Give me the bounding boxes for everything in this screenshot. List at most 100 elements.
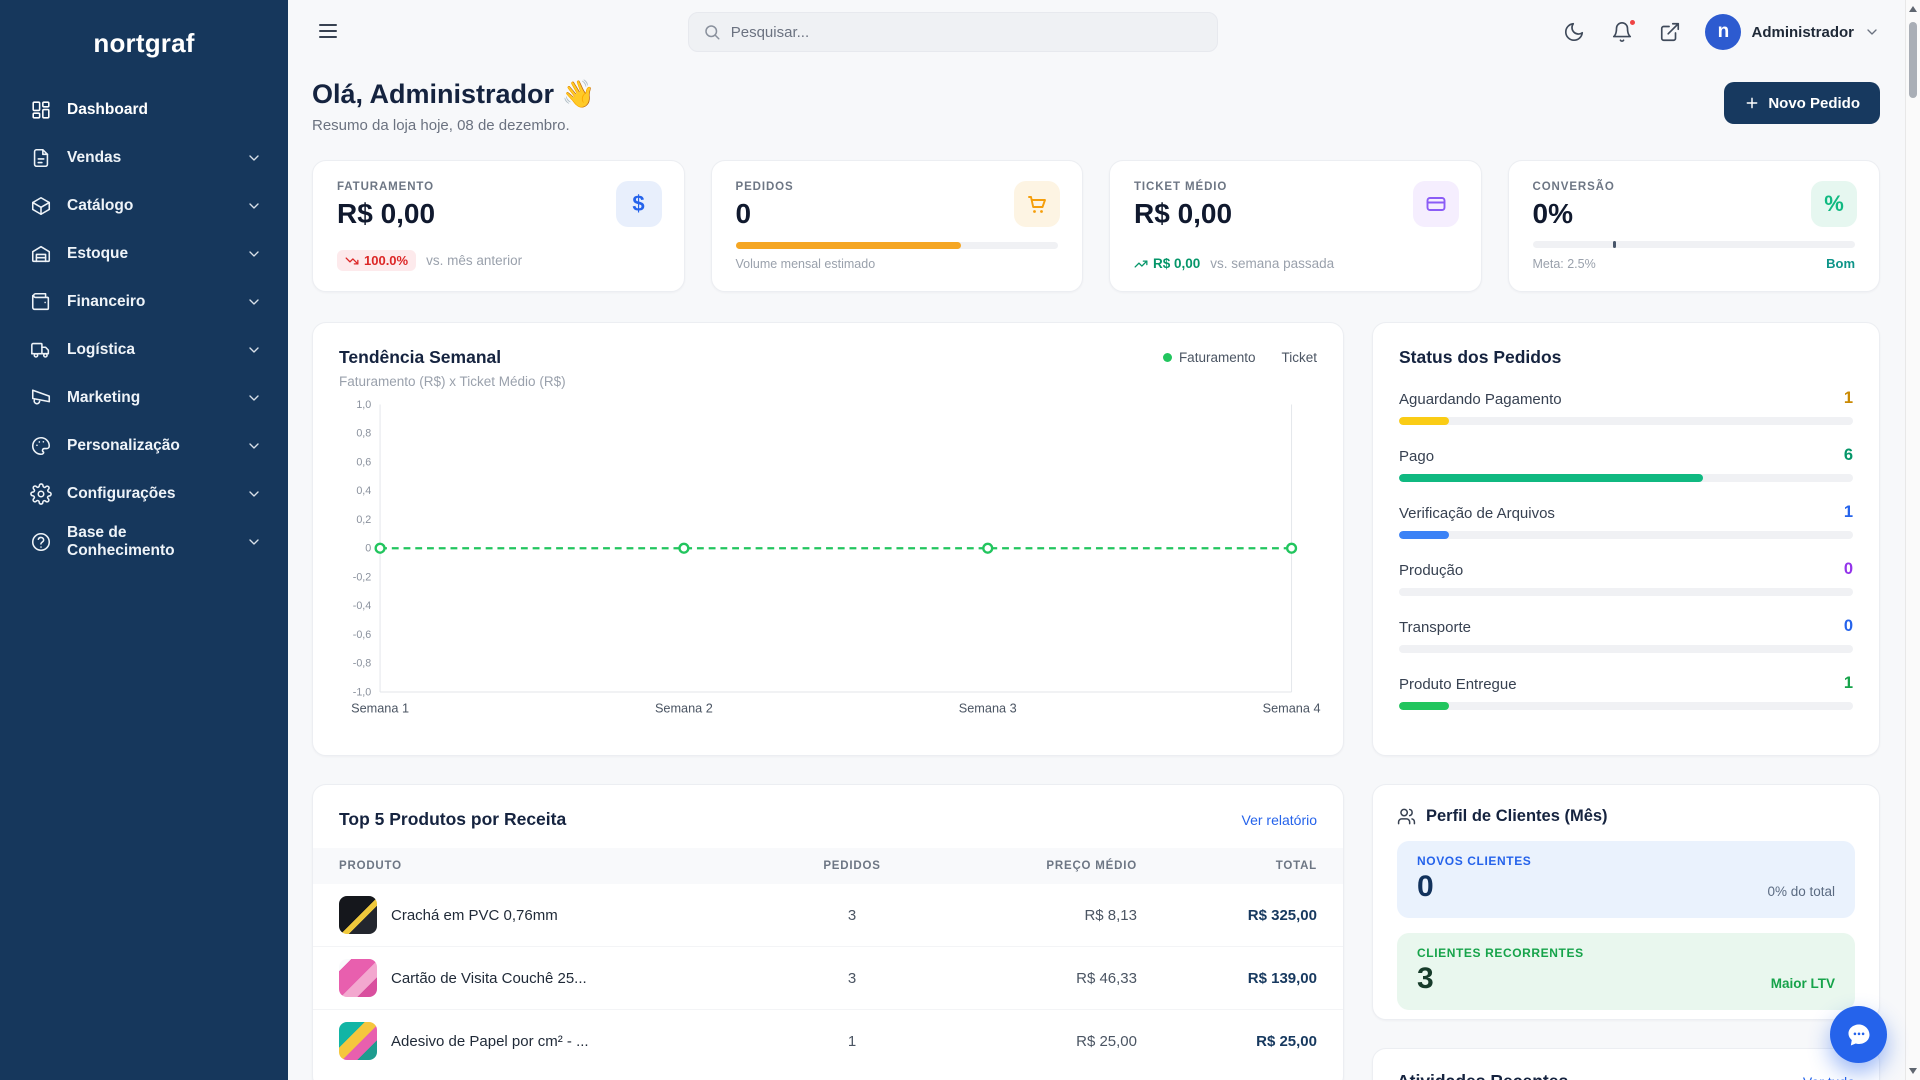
megaphone-icon (30, 387, 52, 409)
plus-icon (1744, 95, 1760, 111)
view-report-link[interactable]: Ver relatório (1242, 812, 1317, 828)
credit-card-icon (1413, 181, 1459, 227)
product-total: R$ 325,00 (1137, 907, 1317, 924)
user-menu[interactable]: n Administrador (1705, 14, 1880, 50)
sidebar-item-financeiro[interactable]: Financeiro (0, 278, 288, 326)
product-thumbnail (339, 959, 377, 997)
order-status-title: Status dos Pedidos (1399, 347, 1853, 368)
dollar-icon: $ (616, 181, 662, 227)
status-rows: Aguardando Pagamento 1 Pago 6 Verificaçã… (1399, 389, 1853, 710)
table-row[interactable]: Adesivo de Papel por cm² - ... 1 R$ 25,0… (313, 1010, 1343, 1072)
status-row: Produção 0 (1399, 560, 1853, 596)
legend-dot (1163, 353, 1172, 362)
document-icon (30, 147, 52, 169)
chart-legend: Faturamento Ticket (1163, 347, 1317, 365)
svg-text:0: 0 (365, 543, 371, 555)
sidebar-item-dashboard[interactable]: Dashboard (0, 86, 288, 134)
search-wrap (362, 12, 1543, 52)
search-input[interactable] (731, 24, 1203, 41)
chat-button[interactable] (1830, 1006, 1887, 1063)
product-thumbnail (339, 1022, 377, 1060)
product-rows: Crachá em PVC 0,76mm 3 R$ 8,13 R$ 325,00… (313, 884, 1343, 1072)
product-thumbnail (339, 896, 377, 934)
chevron-down-icon (246, 438, 262, 454)
scrollbar-thumb[interactable] (1909, 22, 1917, 98)
sidebar-item-catálogo[interactable]: Catálogo (0, 182, 288, 230)
status-row: Produto Entregue 1 (1399, 674, 1853, 710)
meta-label: Meta: 2.5% (1533, 257, 1596, 271)
view-all-link[interactable]: Ver tudo (1803, 1074, 1855, 1080)
hamburger-icon (316, 19, 340, 46)
product-name: Crachá em PVC 0,76mm (391, 907, 558, 924)
compare-label: vs. mês anterior (426, 253, 522, 268)
scrollbar-up-arrow[interactable] (1909, 6, 1917, 12)
column-pedidos: PEDIDOS (787, 860, 917, 872)
status-bar (1399, 531, 1853, 539)
chart-title: Tendência Semanal (339, 347, 566, 368)
svg-text:Semana 3: Semana 3 (959, 701, 1017, 716)
sidebar-item-configurações[interactable]: Configurações (0, 470, 288, 518)
legend-faturamento[interactable]: Faturamento (1163, 350, 1256, 365)
warehouse-icon (30, 243, 52, 265)
trend-delta: R$ 0,00 (1134, 256, 1200, 271)
column-produto: PRODUTO (339, 860, 787, 872)
stat-label: CONVERSÃO (1533, 181, 1856, 193)
page-head: Olá, Administrador 👋 Resumo da loja hoje… (312, 78, 1880, 134)
table-row[interactable]: Crachá em PVC 0,76mm 3 R$ 8,13 R$ 325,00 (313, 884, 1343, 947)
sidebar-item-personalização[interactable]: Personalização (0, 422, 288, 470)
chevron-down-icon (246, 390, 262, 406)
stat-value: R$ 0,00 (1134, 198, 1457, 230)
stats-row: FATURAMENTO R$ 0,00 100.0% vs. mês anter… (312, 160, 1880, 292)
svg-text:Semana 1: Semana 1 (351, 701, 409, 716)
hamburger-menu-button[interactable] (312, 15, 344, 50)
svg-text:-0,6: -0,6 (353, 629, 372, 641)
topbar: n Administrador (312, 0, 1880, 64)
avatar: n (1705, 14, 1741, 50)
trend-down-icon (345, 254, 359, 268)
legend-ticket[interactable]: Ticket (1281, 350, 1317, 365)
percent-icon: % (1811, 181, 1857, 227)
status-bar (1399, 588, 1853, 596)
product-avg-price: R$ 25,00 (917, 1033, 1137, 1050)
stat-label: PEDIDOS (736, 181, 1059, 193)
top-products-panel: Top 5 Produtos por Receita Ver relatório… (312, 784, 1344, 1080)
chevron-down-icon (246, 342, 262, 358)
scrollbar-down-arrow[interactable] (1909, 1068, 1917, 1074)
open-store-button[interactable] (1657, 19, 1683, 45)
chevron-down-icon (246, 486, 262, 502)
help-icon (30, 531, 52, 553)
dark-mode-button[interactable] (1561, 19, 1587, 45)
trend-badge: 100.0% (337, 250, 416, 271)
conversion-progress (1533, 241, 1856, 248)
trend-up-icon (1134, 257, 1148, 271)
panels-grid: Tendência Semanal Faturamento (R$) x Tic… (312, 322, 1880, 1080)
moon-icon (1563, 21, 1585, 43)
search-bar[interactable] (688, 12, 1218, 52)
recurring-clients-label: CLIENTES RECORRENTES (1417, 946, 1835, 960)
stat-card-pedidos: PEDIDOS 0 Volume mensal estimado (711, 160, 1084, 292)
weekly-trend-panel: Tendência Semanal Faturamento (R$) x Tic… (312, 322, 1344, 756)
recurring-clients-card: CLIENTES RECORRENTES 3 Maior LTV (1397, 933, 1855, 1010)
table-row[interactable]: Cartão de Visita Couchê 25... 3 R$ 46,33… (313, 947, 1343, 1010)
status-label: Produto Entregue (1399, 676, 1517, 693)
status-bar (1399, 474, 1853, 482)
chart-subtitle: Faturamento (R$) x Ticket Médio (R$) (339, 374, 566, 389)
chat-icon (1845, 1021, 1873, 1049)
stat-card-ticket-medio: TICKET MÉDIO R$ 0,00 R$ 0,00 vs. semana … (1109, 160, 1482, 292)
new-order-button[interactable]: Novo Pedido (1724, 82, 1880, 124)
sidebar-item-base-de-conhecimento[interactable]: Base de Conhecimento (0, 518, 288, 566)
weekly-trend-chart: 1,00,80,60,40,20-0,2-0,4-0,6-0,8-1,0Sema… (339, 393, 1317, 725)
top-products-title: Top 5 Produtos por Receita (339, 809, 566, 830)
chevron-down-icon (246, 294, 262, 310)
product-total: R$ 25,00 (1137, 1033, 1317, 1050)
notifications-button[interactable] (1609, 19, 1635, 45)
new-clients-card: NOVOS CLIENTES 0 0% do total (1397, 841, 1855, 918)
svg-text:0,2: 0,2 (356, 514, 371, 526)
sidebar-item-marketing[interactable]: Marketing (0, 374, 288, 422)
svg-text:Semana 4: Semana 4 (1263, 701, 1321, 716)
new-clients-note: 0% do total (1767, 884, 1835, 903)
status-label: Produção (1399, 562, 1463, 579)
sidebar-item-logística[interactable]: Logística (0, 326, 288, 374)
sidebar-item-estoque[interactable]: Estoque (0, 230, 288, 278)
sidebar-item-vendas[interactable]: Vendas (0, 134, 288, 182)
